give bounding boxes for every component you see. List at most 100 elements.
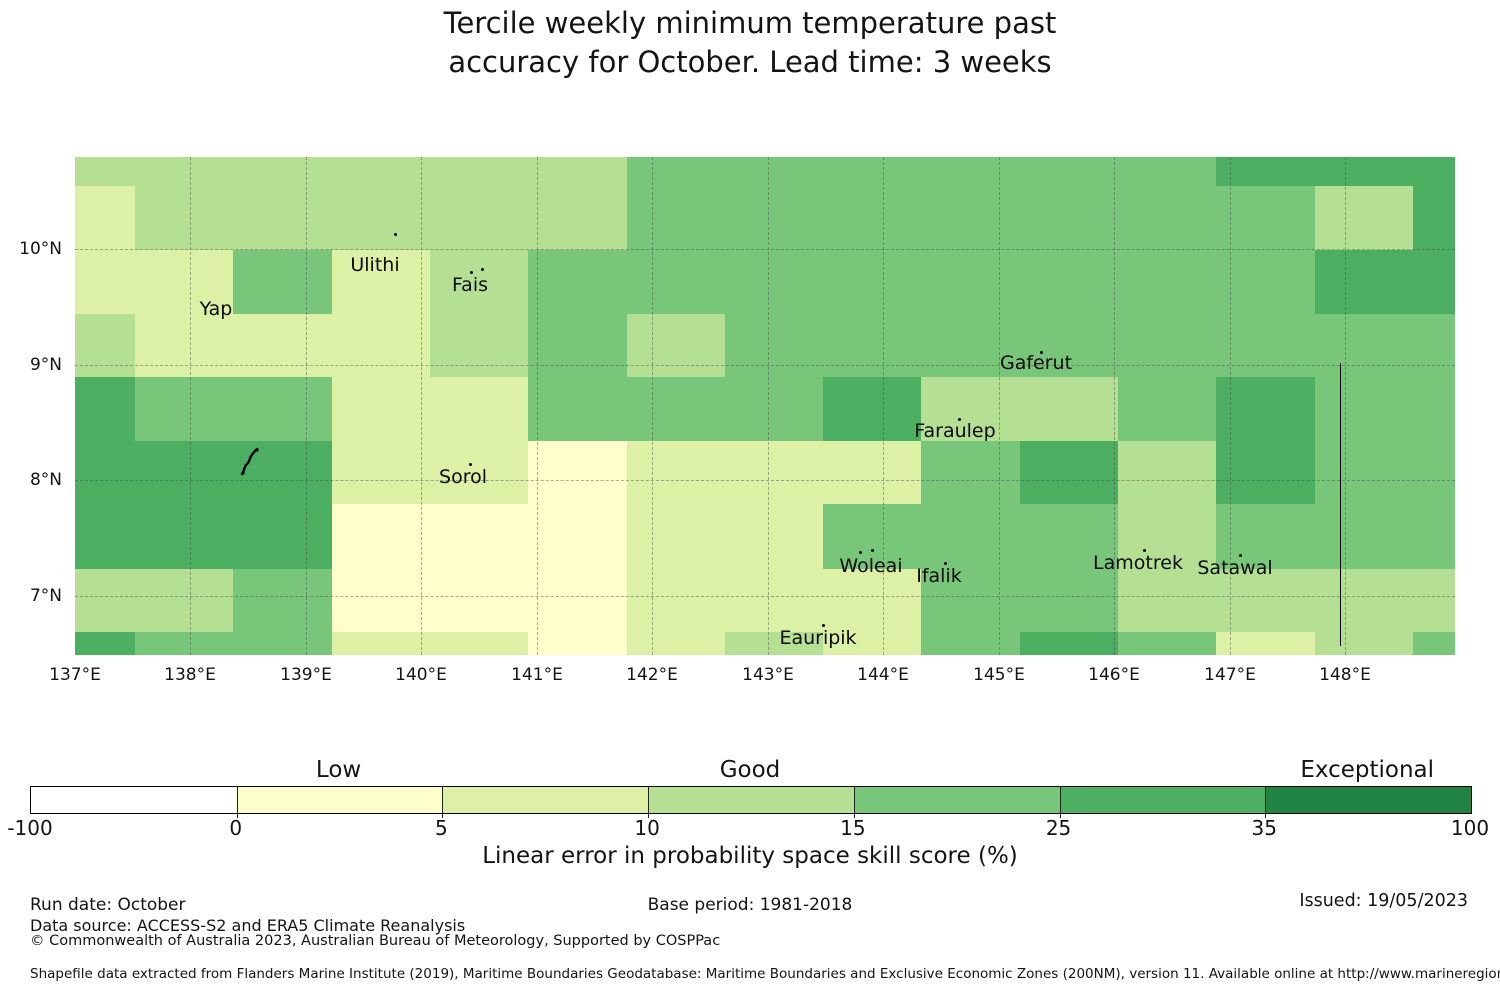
- longitude-gridline: [537, 157, 538, 655]
- island-label-lamotrek: Lamotrek: [1093, 552, 1183, 574]
- longitude-gridline: [190, 157, 191, 655]
- grid-cell: [1413, 632, 1455, 655]
- grid-cell: [1216, 569, 1315, 632]
- colorbar-boundary: [648, 786, 650, 818]
- colorbar-segment-5: [1059, 787, 1266, 813]
- grid-cell: [823, 569, 921, 632]
- issued-text: Issued: 19/05/2023: [1299, 891, 1468, 911]
- x-tick-label: 141°E: [511, 665, 563, 685]
- colorbar-category-exceptional: Exceptional: [1300, 757, 1435, 783]
- grid-cell: [1315, 632, 1413, 655]
- x-tick-label: 148°E: [1319, 665, 1371, 685]
- grid-cell: [528, 504, 627, 569]
- island-dot-faraulep: [958, 418, 961, 421]
- grid-cell: [1315, 569, 1413, 632]
- island-dot-woleai: [871, 549, 874, 552]
- island-dot-eauripik: [822, 624, 825, 627]
- longitude-gridline: [421, 157, 422, 655]
- data-source-text: Data source: ACCESS-S2 and ERA5 Climate …: [30, 916, 466, 935]
- grid-cell: [1413, 441, 1455, 504]
- grid-cell: [627, 250, 725, 314]
- grid-cell: [1118, 157, 1216, 186]
- island-label-sorol: Sorol: [439, 466, 487, 488]
- grid-cell: [75, 186, 135, 250]
- grid-cell: [1216, 186, 1315, 250]
- colorbar-segment-6: [1265, 787, 1472, 813]
- island-dot-ifalik: [944, 562, 947, 565]
- grid-cell: [1118, 504, 1216, 569]
- colorbar-tick-label: 15: [840, 816, 866, 840]
- x-tick-label: 145°E: [973, 665, 1025, 685]
- colorbar-segment-1: [236, 787, 443, 813]
- grid-cell: [1315, 157, 1413, 186]
- grid-cell: [233, 377, 332, 441]
- longitude-gridline: [999, 157, 1000, 655]
- colorbar-boundary: [853, 786, 855, 818]
- yap-island-icon: [240, 447, 259, 476]
- colorbar-category-good: Good: [719, 757, 781, 783]
- grid-cell: [823, 250, 921, 314]
- grid-cell: [528, 441, 627, 504]
- longitude-gridline: [1230, 157, 1231, 655]
- y-tick-label: 10°N: [19, 239, 62, 259]
- grid-cell: [528, 250, 627, 314]
- grid-cell: [430, 157, 528, 186]
- grid-cell: [233, 157, 332, 186]
- base-period-text: Base period: 1981-2018: [647, 895, 853, 915]
- run-date-text: Run date: October: [30, 895, 186, 915]
- grid-cell: [921, 441, 1020, 504]
- grid-cell: [823, 314, 921, 377]
- grid-cell: [725, 569, 823, 632]
- colorbar-tick-label: 100: [1450, 816, 1490, 840]
- x-tick-label: 137°E: [49, 665, 101, 685]
- grid-cell: [1413, 186, 1455, 250]
- island-dot-sorol: [469, 463, 472, 466]
- grid-cell: [332, 441, 430, 504]
- x-tick-label: 147°E: [1204, 665, 1256, 685]
- grid-cell: [75, 504, 135, 569]
- grid-cell: [823, 441, 921, 504]
- latitude-gridline: [75, 365, 1455, 366]
- grid-cell: [725, 377, 823, 441]
- grid-cell: [332, 632, 430, 655]
- colorbar-title: Linear error in probability space skill …: [482, 843, 1018, 869]
- x-tick-label: 139°E: [280, 665, 332, 685]
- grid-cell: [921, 569, 1020, 632]
- grid-cell: [1020, 157, 1118, 186]
- grid-cell: [135, 441, 233, 504]
- longitude-gridline: [883, 157, 884, 655]
- grid-cell: [430, 377, 528, 441]
- grid-cell: [135, 504, 233, 569]
- grid-cell: [332, 504, 430, 569]
- grid-cell: [627, 569, 725, 632]
- grid-cell: [75, 314, 135, 377]
- grid-cell: [1020, 632, 1118, 655]
- grid-cell: [135, 314, 233, 377]
- grid-cell: [233, 250, 332, 314]
- chart-title-line2: accuracy for October. Lead time: 3 weeks: [448, 45, 1052, 79]
- grid-cell: [823, 186, 921, 250]
- grid-cell: [1413, 377, 1455, 441]
- grid-cell: [725, 632, 823, 655]
- grid-cell: [233, 186, 332, 250]
- grid-cell: [1216, 314, 1315, 377]
- x-tick-label: 140°E: [395, 665, 447, 685]
- grid-cell: [332, 569, 430, 632]
- island-dot-gaferut: [1040, 351, 1043, 354]
- island-label-ifalik: Ifalik: [916, 565, 962, 587]
- grid-cell: [233, 314, 332, 377]
- grid-cell: [725, 314, 823, 377]
- grid-cell: [921, 314, 1020, 377]
- grid-cell: [430, 504, 528, 569]
- grid-cell: [75, 441, 135, 504]
- grid-cell: [823, 377, 921, 441]
- grid-cell: [528, 632, 627, 655]
- grid-cell: [430, 569, 528, 632]
- grid-cell: [1020, 569, 1118, 632]
- grid-cell: [627, 632, 725, 655]
- grid-cell: [1020, 250, 1118, 314]
- grid-cell: [1216, 250, 1315, 314]
- grid-cell: [135, 157, 233, 186]
- latitude-gridline: [75, 480, 1455, 481]
